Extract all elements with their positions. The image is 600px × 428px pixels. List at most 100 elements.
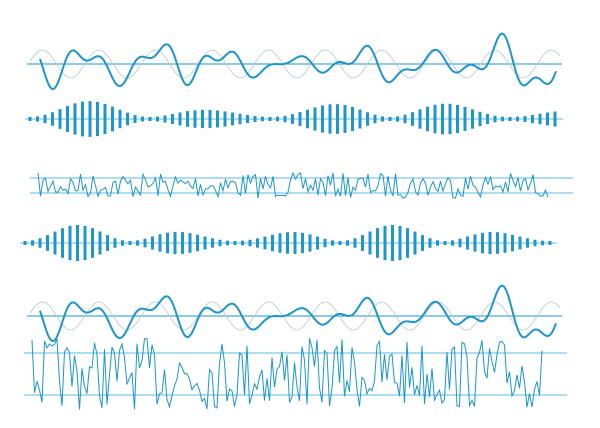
equalizer-bar [158, 234, 162, 252]
equalizer-bar [143, 238, 147, 248]
equalizer-bar [361, 235, 364, 251]
ghost-wave [29, 49, 561, 79]
equalizer-bar [113, 238, 117, 248]
equalizer-bar [458, 238, 462, 248]
equalizer-bar [201, 109, 204, 129]
equalizer-bar [301, 232, 304, 254]
equalizer-bar [343, 105, 347, 133]
equalizer-bar [466, 236, 469, 250]
equalizer-bar [246, 114, 249, 124]
equalizer-bar [88, 101, 92, 137]
equalizer-bar [151, 236, 154, 250]
equalizer-bar [166, 232, 169, 254]
equalizer-bar [398, 225, 402, 261]
smooth-waveform-bottom [27, 284, 562, 343]
equalizer-bar [36, 116, 39, 122]
equalizer-bar [211, 238, 214, 248]
equalizer-bar [436, 240, 439, 246]
equalizer-bar [91, 228, 94, 258]
equalizer-bar [76, 225, 79, 261]
equalizer-bar [38, 238, 42, 248]
equalizer-bar [406, 228, 409, 258]
noise-wave [31, 338, 543, 410]
equalizer-bar [381, 116, 384, 122]
equalizer-bar [306, 109, 309, 129]
equalizer-bar [488, 232, 492, 254]
equalizer-bar [443, 241, 447, 245]
equalizer-bar [396, 116, 399, 122]
equalizer-bar [531, 114, 534, 124]
equalizer-bar [196, 234, 199, 252]
equalizer-bar [133, 115, 137, 123]
equalizer-bar [156, 116, 159, 122]
equalizer-bar [223, 111, 227, 127]
equalizer-bar [238, 113, 242, 125]
equalizer-bar [73, 103, 77, 135]
equalizer-bar [96, 101, 99, 137]
equalizer-bar [61, 228, 64, 258]
equalizer-bar [388, 117, 392, 121]
equalizer-bar [493, 115, 497, 123]
equalizer-bar [216, 110, 219, 128]
main-wave [39, 32, 557, 91]
equalizer-bar [323, 238, 327, 248]
equalizer-bar [98, 231, 102, 255]
equalizer-bar [441, 103, 444, 135]
equalizer-bar [271, 234, 274, 252]
equalizer-bar [508, 117, 512, 121]
bar-equalizer-middle [20, 225, 557, 261]
equalizer-bar [283, 115, 287, 123]
equalizer-bar [308, 234, 312, 252]
equalizer-bar [456, 104, 459, 134]
equalizer-bar [351, 106, 354, 132]
equalizer-bar [366, 112, 369, 126]
equalizer-bar [186, 111, 189, 127]
equalizer-bar [286, 232, 289, 254]
equalizer-bar [418, 109, 422, 129]
noise-waveform-top [30, 171, 573, 199]
equalizer-bar [46, 235, 49, 251]
equalizer-bar [51, 112, 54, 126]
equalizer-bar [496, 232, 499, 254]
equalizer-bar [448, 103, 452, 135]
equalizer-bar [321, 105, 324, 133]
equalizer-bar [533, 239, 537, 247]
equalizer-bar [373, 114, 377, 124]
equalizer-bar [471, 109, 474, 129]
equalizer-bar [541, 240, 544, 246]
equalizer-bar [171, 113, 174, 125]
equalizer-bar [28, 117, 32, 121]
equalizer-bar [81, 101, 84, 137]
equalizer-bar [233, 241, 237, 245]
equalizer-bar [23, 241, 27, 245]
equalizer-bar [328, 104, 332, 134]
bar-equalizer-top [25, 101, 563, 137]
equalizer-bar [353, 238, 357, 248]
equalizer-bar [31, 240, 34, 246]
equalizer-bar [383, 225, 387, 261]
equalizer-bar [298, 112, 302, 126]
equalizer-bar [426, 106, 429, 132]
equalizer-bar [473, 234, 477, 252]
equalizer-bar [421, 235, 424, 251]
equalizer-bar [121, 240, 124, 246]
equalizer-bar [141, 116, 144, 122]
equalizer-bar [368, 231, 372, 255]
equalizer-bar [291, 114, 294, 124]
equalizer-bar [178, 112, 182, 126]
equalizer-bar [313, 107, 317, 131]
equalizer-bar [43, 114, 47, 124]
equalizer-bar [463, 106, 467, 132]
equalizer-bar [451, 240, 454, 246]
equalizer-bar [188, 233, 192, 253]
equalizer-bar [276, 116, 279, 122]
equalizer-bar [248, 239, 252, 247]
equalizer-bar [278, 233, 282, 253]
equalizer-bar [553, 111, 557, 127]
equalizer-bar [538, 113, 542, 125]
equalizer-bar [241, 240, 244, 246]
equalizer-bar [148, 117, 152, 121]
equalizer-bar [163, 115, 167, 123]
equalizer-bar [516, 116, 519, 122]
equalizer-bar [411, 112, 414, 126]
